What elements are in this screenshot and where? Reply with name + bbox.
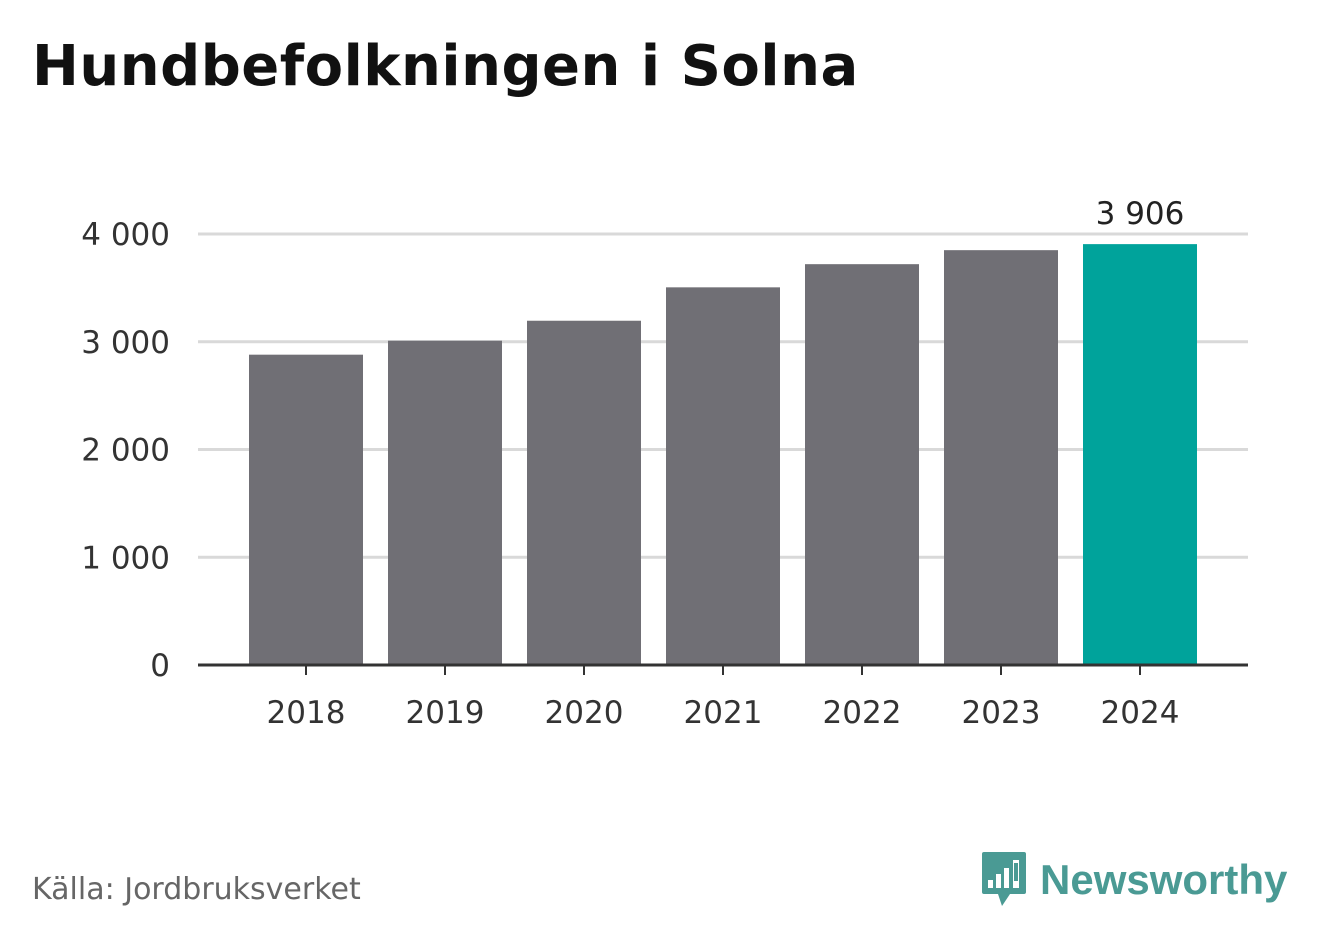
x-tick-label: 2021 xyxy=(684,695,763,731)
x-tick-label: 2018 xyxy=(267,695,346,731)
y-tick-label: 1 000 xyxy=(81,540,170,576)
x-tick-label: 2019 xyxy=(406,695,485,731)
data-label: 3 906 xyxy=(1096,196,1185,232)
bar-2018 xyxy=(249,354,363,665)
chart-title: Hundbefolkningen i Solna xyxy=(32,34,859,99)
bars xyxy=(249,244,1197,666)
y-tick-label: 3 000 xyxy=(81,325,170,361)
bar-2023 xyxy=(944,250,1058,665)
brand: Newsworthy xyxy=(980,850,1287,910)
y-tick-label: 0 xyxy=(150,648,170,684)
y-tick-label: 4 000 xyxy=(81,217,170,253)
bar-2020 xyxy=(527,320,641,665)
x-tick-label: 2024 xyxy=(1101,695,1180,731)
bar-2022 xyxy=(805,264,919,665)
bar-2024 xyxy=(1083,244,1197,666)
brand-name: Newsworthy xyxy=(1040,856,1288,903)
x-tick-label: 2020 xyxy=(545,695,624,731)
x-tick-label: 2023 xyxy=(962,695,1041,731)
y-tick-label: 2 000 xyxy=(81,433,170,469)
x-tick-label: 2022 xyxy=(823,695,902,731)
bar-2021 xyxy=(666,287,780,665)
source-note: Källa: Jordbruksverket xyxy=(32,872,361,907)
bar-2019 xyxy=(388,340,502,665)
labels: 0 1 000 2 000 3 000 4 000 2018 2019 2020 2021 202… xyxy=(81,196,1184,731)
newsworthy-logo-icon xyxy=(982,852,1026,906)
